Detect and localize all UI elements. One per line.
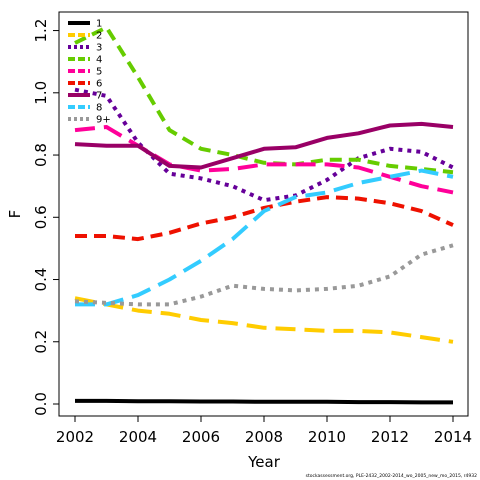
x-tick-label: 2002 [56,428,94,446]
legend-label: 7 [96,91,102,102]
x-tick-label: 2014 [434,428,472,446]
series-line-4 [74,25,454,175]
x-axis-title: Year [247,453,281,471]
series-line-2 [74,296,454,344]
x-tick-label: 2012 [371,428,409,446]
series-line-6 [75,195,454,242]
legend-label: 2 [96,31,102,42]
series-line-5 [74,125,454,195]
y-tick-label: 0.4 [32,268,50,292]
legend-label: 4 [96,55,102,66]
y-tick-label: 0.2 [32,330,50,354]
series-line-8 [75,168,454,307]
legend-label: 1 [96,19,102,30]
x-tick-label: 2010 [308,428,346,446]
x-tick-label: 2004 [119,428,157,446]
y-tick-label: 0.0 [32,392,50,416]
x-tick-label: 2006 [182,428,220,446]
x-axis: 2002 2004 2006 2008 2010 2012 2014 [56,415,472,446]
legend-label: 9+ [96,115,111,126]
y-tick-label: 0.8 [32,143,50,167]
y-tick-label: 1.2 [32,19,50,43]
legend-label: 8 [96,103,102,114]
legend-label: 5 [96,67,102,78]
series-line-3 [74,87,454,203]
y-axis-title: F [6,210,24,219]
series-line-7 [74,121,454,170]
legend-label: 3 [96,43,102,54]
y-tick-label: 0.6 [32,205,50,229]
y-tick-label: 1.0 [32,81,50,105]
series-layer [74,25,454,405]
footer-note: stockassessment.org, PLE-2432_2002-2014_… [306,473,477,479]
series-line-9plus [74,243,454,307]
series-line-1 [75,398,453,405]
legend-label: 6 [96,79,102,90]
x-tick-label: 2008 [245,428,283,446]
y-axis: 0.0 0.2 0.4 0.6 0.8 1.0 1.2 [32,19,60,416]
